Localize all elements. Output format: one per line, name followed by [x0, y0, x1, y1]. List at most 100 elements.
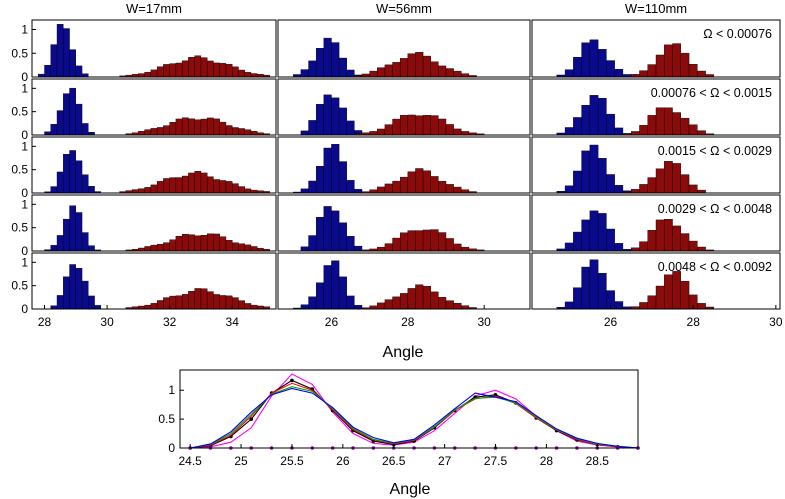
- red-bar: [181, 60, 189, 78]
- histogram-panel: 26 28 30 0.0048 < Ω < 0.0092: [531, 252, 783, 329]
- red-bar: [438, 118, 447, 136]
- blue-bar: [581, 105, 591, 136]
- x-tick-label: 24.5: [178, 454, 202, 468]
- y-tick-label: 0: [21, 70, 28, 84]
- blue-bar: [63, 93, 70, 136]
- red-bar: [175, 295, 183, 310]
- blue-bar: [56, 295, 64, 310]
- red-bar: [384, 183, 393, 194]
- red-bar: [219, 121, 227, 136]
- series-line-blue: [190, 387, 639, 449]
- panel-frame: [31, 194, 277, 252]
- blue-bar: [81, 232, 89, 252]
- blue-bar: [300, 188, 309, 194]
- red-bar: [697, 303, 706, 310]
- red-bar: [200, 172, 208, 194]
- red-bar: [392, 118, 401, 136]
- red-bar: [163, 178, 170, 194]
- red-bar: [369, 70, 378, 78]
- red-bar: [688, 240, 698, 252]
- blue-bar: [63, 218, 70, 252]
- red-bar: [144, 72, 152, 78]
- red-bar: [445, 300, 454, 310]
- red-bar: [415, 284, 424, 310]
- red-bar: [639, 125, 648, 136]
- red-bar: [688, 184, 698, 194]
- red-bar: [647, 115, 657, 136]
- x-tick-label: 30: [100, 315, 114, 329]
- blue-bar: [75, 103, 83, 136]
- overlay-frame: [179, 369, 639, 449]
- red-bar: [200, 118, 208, 136]
- blue-bar: [300, 130, 309, 136]
- red-bar: [188, 118, 195, 136]
- red-bar: [163, 125, 170, 136]
- blue-bar: [606, 60, 615, 78]
- y-tick-label: 0: [21, 128, 28, 142]
- omega-range-label: 0.00076 < Ω < 0.0015: [651, 86, 772, 100]
- red-bar: [250, 304, 258, 310]
- y-tick-label: 1: [21, 23, 28, 37]
- red-bar: [238, 300, 245, 310]
- blue-bar: [315, 166, 325, 194]
- red-bar: [664, 107, 673, 136]
- red-bar: [680, 117, 690, 136]
- blue-bar: [597, 213, 607, 252]
- red-bar: [181, 175, 189, 194]
- x-tick-label: 34: [226, 315, 240, 329]
- red-bar: [150, 69, 158, 78]
- x-tick-label: 30: [478, 315, 492, 329]
- blue-bar: [50, 245, 58, 252]
- red-bar: [672, 43, 681, 78]
- red-bar: [415, 230, 424, 252]
- red-bar: [175, 62, 183, 78]
- red-bar: [188, 234, 195, 252]
- red-bar: [225, 295, 233, 310]
- red-bar: [200, 288, 208, 310]
- red-bar: [238, 128, 245, 136]
- red-bar: [430, 229, 439, 252]
- y-tick-label: 0.5: [11, 105, 28, 119]
- y-tick-label: 0.5: [11, 46, 28, 60]
- red-bar: [655, 54, 665, 78]
- blue-bar: [331, 97, 340, 136]
- red-bar: [377, 246, 386, 252]
- red-bar: [244, 72, 252, 78]
- panel-frame: [31, 136, 277, 194]
- red-bar: [150, 303, 158, 310]
- y-tick-label: 1: [21, 81, 28, 95]
- x-tick-label: 26: [325, 315, 339, 329]
- panel-frame: [277, 252, 531, 310]
- red-bar: [369, 131, 378, 136]
- red-bar: [631, 131, 640, 136]
- blue-bar: [300, 246, 309, 252]
- blue-bar: [331, 260, 340, 310]
- red-bar: [384, 243, 393, 252]
- red-bar: [407, 53, 416, 78]
- blue-bar: [354, 305, 363, 310]
- red-bar: [175, 235, 183, 252]
- red-bar: [156, 300, 164, 310]
- blue-bar: [581, 219, 591, 252]
- red-bar: [680, 52, 690, 78]
- red-bar: [664, 161, 673, 194]
- red-bar: [399, 293, 409, 310]
- blue-bar: [338, 57, 347, 78]
- red-bar: [445, 184, 454, 194]
- panel-frame: [531, 136, 781, 194]
- red-bar: [213, 294, 220, 310]
- omega-range-label: 0.0015 < Ω < 0.0029: [658, 144, 772, 158]
- red-bar: [138, 73, 145, 78]
- red-bar: [156, 127, 164, 136]
- blue-bar: [56, 110, 64, 136]
- red-bar: [219, 63, 227, 78]
- blue-bar: [597, 97, 607, 136]
- red-bar: [453, 303, 462, 310]
- blue-bar: [331, 210, 340, 252]
- red-bar: [639, 241, 648, 252]
- histogram-panel: 00.51: [11, 194, 277, 258]
- red-bar: [672, 225, 681, 252]
- blue-bar: [63, 28, 70, 78]
- panel-frame: [531, 194, 781, 252]
- blue-bar: [589, 210, 599, 252]
